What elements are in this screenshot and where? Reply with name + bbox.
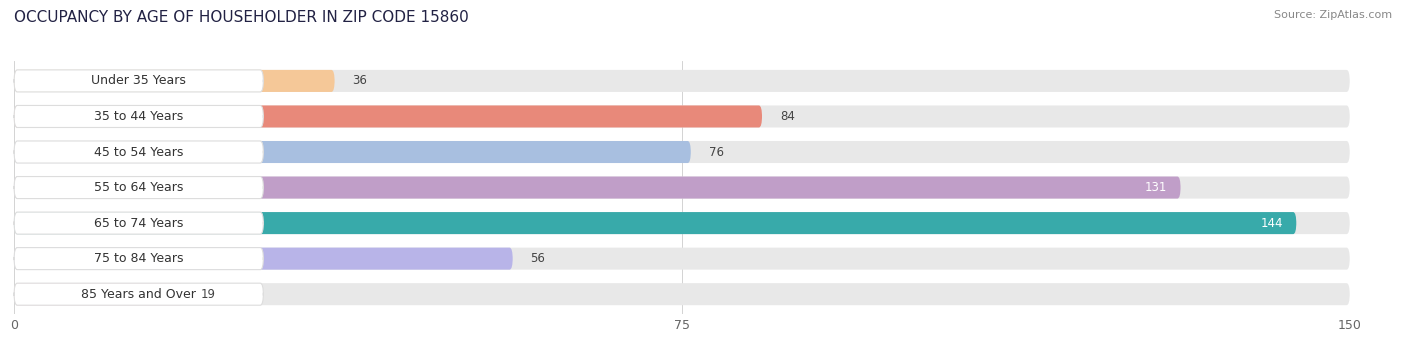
FancyBboxPatch shape (14, 283, 263, 305)
Text: 55 to 64 Years: 55 to 64 Years (94, 181, 183, 194)
FancyBboxPatch shape (14, 141, 1350, 163)
FancyBboxPatch shape (14, 70, 263, 92)
Text: Source: ZipAtlas.com: Source: ZipAtlas.com (1274, 10, 1392, 20)
FancyBboxPatch shape (14, 105, 263, 128)
FancyBboxPatch shape (14, 177, 1181, 198)
FancyBboxPatch shape (14, 212, 1296, 234)
Text: 144: 144 (1260, 217, 1284, 229)
Text: Under 35 Years: Under 35 Years (91, 74, 186, 87)
FancyBboxPatch shape (14, 141, 690, 163)
Text: 85 Years and Over: 85 Years and Over (82, 288, 197, 301)
FancyBboxPatch shape (14, 177, 1350, 198)
Text: 76: 76 (709, 146, 724, 159)
FancyBboxPatch shape (14, 248, 1350, 270)
Text: 131: 131 (1144, 181, 1167, 194)
FancyBboxPatch shape (14, 105, 762, 128)
FancyBboxPatch shape (14, 248, 263, 270)
FancyBboxPatch shape (14, 70, 1350, 92)
FancyBboxPatch shape (14, 248, 513, 270)
FancyBboxPatch shape (14, 105, 1350, 128)
FancyBboxPatch shape (14, 283, 1350, 305)
Text: 35 to 44 Years: 35 to 44 Years (94, 110, 183, 123)
FancyBboxPatch shape (14, 70, 335, 92)
Text: 19: 19 (201, 288, 217, 301)
FancyBboxPatch shape (14, 283, 183, 305)
FancyBboxPatch shape (14, 141, 263, 163)
Text: 75 to 84 Years: 75 to 84 Years (94, 252, 183, 265)
Text: OCCUPANCY BY AGE OF HOUSEHOLDER IN ZIP CODE 15860: OCCUPANCY BY AGE OF HOUSEHOLDER IN ZIP C… (14, 10, 468, 25)
FancyBboxPatch shape (14, 177, 263, 198)
Text: 84: 84 (780, 110, 794, 123)
FancyBboxPatch shape (14, 212, 263, 234)
Text: 36: 36 (353, 74, 367, 87)
Text: 65 to 74 Years: 65 to 74 Years (94, 217, 183, 229)
Text: 45 to 54 Years: 45 to 54 Years (94, 146, 183, 159)
Text: 56: 56 (530, 252, 546, 265)
FancyBboxPatch shape (14, 212, 1350, 234)
